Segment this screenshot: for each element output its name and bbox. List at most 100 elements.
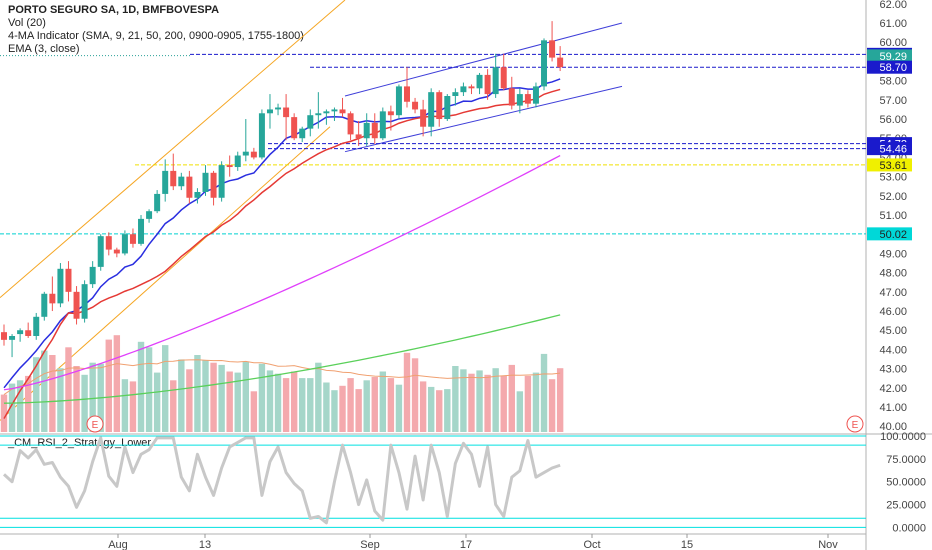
candle-body — [484, 74, 491, 95]
volume-bar — [323, 382, 330, 432]
volume-bar — [524, 375, 532, 432]
price-tick-label: 49.00 — [879, 248, 907, 260]
candle-body — [371, 122, 378, 139]
price-label-box — [867, 158, 912, 172]
price-label-text: 58.70 — [879, 62, 907, 74]
volume-bar — [8, 383, 16, 432]
volume-bar — [556, 368, 564, 432]
time-tick-label: Nov — [818, 539, 838, 550]
candle-body — [532, 86, 539, 104]
volume-bar — [419, 381, 427, 432]
candle-body — [299, 128, 306, 139]
volume-bar — [468, 373, 475, 432]
volume-bar — [57, 368, 64, 432]
earnings-marker-label: E — [852, 420, 859, 431]
volume-bar — [121, 379, 129, 432]
time-tick-label: Sep — [360, 539, 380, 550]
trend-upper-line — [344, 22, 623, 97]
volume-bar — [65, 347, 72, 432]
candle-body — [275, 107, 282, 110]
volume-bar — [113, 335, 121, 432]
volume-bar — [403, 352, 411, 432]
sma21-line — [3, 88, 561, 419]
candle-body — [105, 236, 112, 250]
time-tick-label: 15 — [681, 539, 693, 550]
volume-bar — [315, 362, 322, 432]
volume-bar — [307, 378, 314, 432]
price-label-text: 53.61 — [879, 160, 907, 172]
price-tick-label: 47.00 — [879, 287, 907, 299]
volume-bar — [242, 361, 249, 432]
sma50-line — [3, 154, 561, 391]
candle-body — [258, 113, 265, 158]
candle-body — [81, 284, 88, 319]
trend-lower-line — [344, 85, 623, 153]
price-label-text: 59.29 — [879, 51, 907, 63]
volume-bar — [299, 378, 306, 432]
candle-body — [404, 86, 410, 102]
volume-bar — [395, 384, 403, 432]
volume-bar — [508, 364, 515, 432]
time-tick-label: 13 — [199, 539, 211, 550]
volume-bar — [137, 341, 145, 432]
price-tick-label: 46.00 — [879, 306, 907, 318]
price-label-text: 54.46 — [879, 144, 907, 156]
volume-bar — [89, 362, 96, 432]
volume-bar — [452, 366, 459, 432]
candle-body — [508, 88, 515, 106]
volume-bar — [250, 391, 258, 432]
volume-bar — [145, 347, 153, 432]
candle-body — [41, 293, 48, 317]
volume-bar — [492, 368, 499, 432]
candle-body — [363, 122, 370, 139]
candle-body — [186, 176, 193, 198]
volume-bar — [282, 378, 290, 432]
price-label-box — [867, 60, 912, 74]
rsi-tick-label: 100.0000 — [880, 431, 926, 443]
volume-bar — [81, 374, 88, 432]
volume-bar — [460, 369, 467, 432]
candle-body — [65, 268, 72, 292]
volume-bar — [290, 371, 298, 432]
volume-bar — [500, 375, 507, 432]
candle-body — [210, 172, 217, 198]
rsi-line — [2, 436, 561, 525]
price-tick-label: 52.00 — [879, 191, 907, 203]
volume-bar — [540, 353, 548, 432]
candle-body — [549, 40, 556, 58]
price-label-text: 50.02 — [879, 229, 907, 241]
volume-bar — [516, 391, 524, 432]
volume-bar — [16, 380, 24, 432]
candle-body — [146, 211, 153, 219]
chart-legend: PORTO SEGURO SA, 1D, BMFBOVESPA Vol (20)… — [8, 4, 304, 56]
price-tick-label: 51.00 — [879, 210, 907, 222]
candle-body — [250, 151, 257, 158]
volume-bar — [234, 372, 241, 432]
candle-body — [283, 107, 290, 118]
volume-bar — [411, 358, 419, 432]
rsi-tick-label: 50.0000 — [886, 477, 926, 489]
volume-bar — [532, 372, 540, 432]
price-tick-label: 45.00 — [879, 325, 907, 337]
volume-ma-line — [3, 359, 561, 396]
volume-bar — [436, 390, 443, 432]
price-label-box — [867, 227, 912, 241]
volume-bar — [24, 375, 32, 432]
volume-bar — [444, 389, 451, 432]
volume-bar — [153, 372, 161, 432]
volume-bar — [178, 359, 185, 432]
volume-bar — [162, 345, 169, 432]
price-tick-label: 48.00 — [879, 268, 907, 280]
earnings-marker-label: E — [92, 420, 99, 431]
volume-bar — [548, 379, 556, 432]
candle-body — [428, 92, 435, 127]
volume-bar — [194, 355, 201, 432]
candle-body — [395, 86, 402, 116]
volume-bar — [41, 350, 48, 432]
candle-body — [9, 336, 16, 340]
volume-bar — [210, 362, 217, 432]
candle-body — [1, 332, 7, 340]
channel-upper-line — [0, 0, 346, 298]
volume-bar — [484, 374, 491, 432]
